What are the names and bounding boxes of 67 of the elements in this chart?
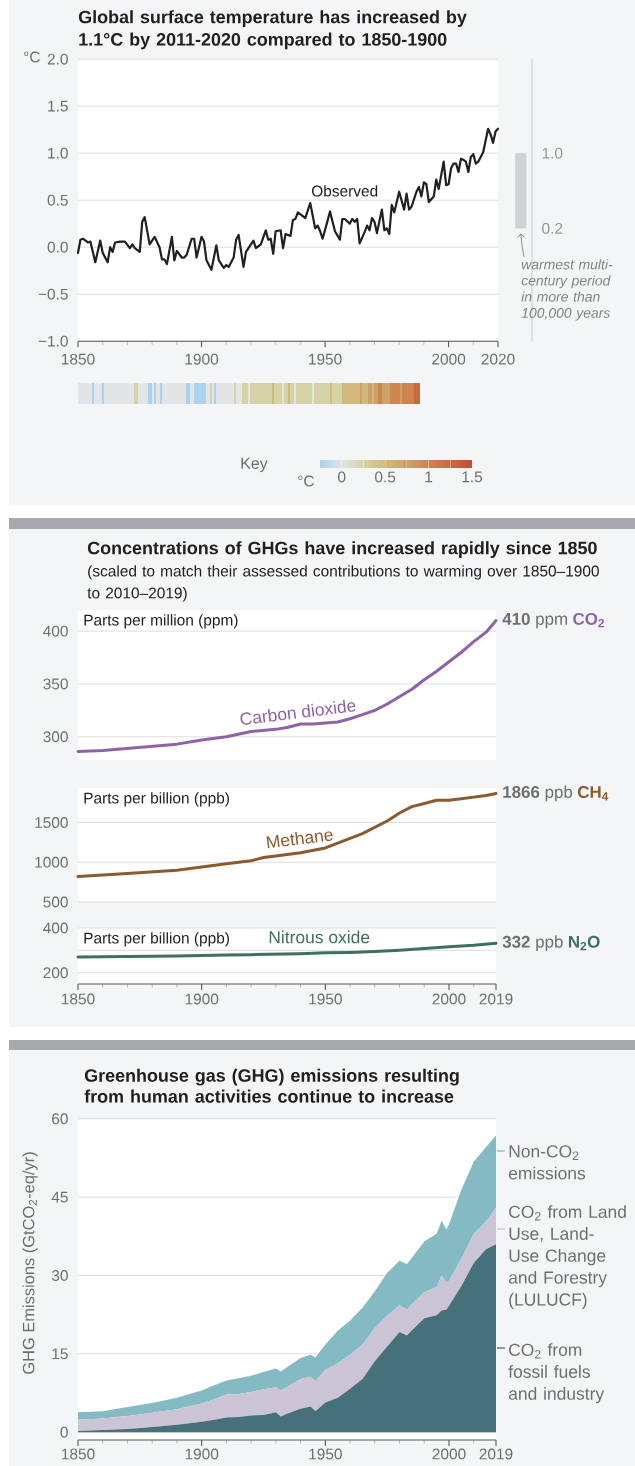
- x-tick-label: 1850: [61, 353, 95, 365]
- x-tick-label: 1850: [62, 993, 95, 1005]
- y-tick-label: 300: [43, 731, 68, 743]
- y-axis-title: Parts per million (ppm): [84, 614, 238, 629]
- text: N$_{2}$O: [568, 935, 600, 951]
- x-tick-label: 2000: [432, 1448, 466, 1460]
- y-tick-label: 2.0: [47, 53, 68, 65]
- series-label: Nitrous oxide: [269, 930, 370, 944]
- text: Carbon dioxide: [240, 699, 356, 725]
- y-tick-label: 1500: [35, 817, 68, 829]
- text: CO$_{2}$: [573, 612, 605, 628]
- x-tick-label: 1850: [61, 1448, 95, 1460]
- series-label: Observed: [311, 185, 378, 197]
- x-tick-label: 1900: [185, 353, 219, 365]
- y-tick-label: 1000: [35, 856, 68, 868]
- y-axis-title: GHG Emissions (GtCO$_{2}$-eq/yr): [22, 1152, 38, 1374]
- line-series: [76, 127, 500, 271]
- x-tick-label: 2000: [432, 353, 466, 365]
- y-tick-label: 500: [43, 896, 68, 908]
- data-label: 410 ppm: [502, 612, 567, 629]
- annotation: warmest multi-century period in more than 100,000 years: [521, 259, 613, 321]
- data-label: 1866 ppb: [503, 785, 573, 802]
- y-tick-label: 60: [52, 1113, 68, 1125]
- color-bar-label: 1: [425, 471, 433, 483]
- data-label: 332 ppb: [502, 935, 563, 952]
- y-tick-label: 350: [43, 678, 68, 690]
- x-tick-label: 2019: [479, 1448, 513, 1460]
- y-axis-title: Parts per billion (ppb): [84, 932, 229, 947]
- y-axis-title: Parts per billion (ppb): [84, 792, 229, 807]
- chart-title: Global surface temperature has increased by 1.1°C by 2011-2020 compared to 1850-1900: [78, 10, 467, 50]
- legend-title: Key: [241, 457, 268, 473]
- y-tick-label: 0.5: [47, 194, 68, 206]
- text: Methane: [266, 831, 333, 849]
- y-tick-label: 30: [51, 1270, 68, 1281]
- text: CH$_{4}$: [577, 786, 609, 801]
- x-tick-label: 1900: [185, 993, 219, 1005]
- y-tick-label: 15: [52, 1348, 68, 1360]
- y-tick-label: 0: [60, 1426, 68, 1438]
- x-tick-label: 2019: [479, 993, 513, 1005]
- x-tick-label: 1900: [185, 1448, 219, 1460]
- y-tick-label: 0.0: [47, 241, 68, 253]
- y-tick-label: −1.0: [38, 335, 68, 347]
- y-tick-label: 400: [43, 922, 68, 934]
- x-tick-label: 1950: [309, 993, 342, 1005]
- y-tick-label: 1.5: [48, 100, 68, 112]
- y-tick-label: 1.0: [542, 147, 563, 159]
- color-bar-label: 0: [338, 471, 346, 483]
- y-tick-label: −0.5: [38, 288, 68, 300]
- x-tick-label: 1950: [309, 353, 342, 365]
- x-tick-label: 2000: [432, 993, 466, 1005]
- chart-subtitle: (scaled to match their assessed contributions to warming over 1850–1900 to 2010–2019): [87, 565, 599, 602]
- chart-title: Concentrations of GHGs have increased rapidly since 1850: [87, 541, 597, 558]
- y-tick-label: 200: [43, 967, 68, 979]
- y-axis-title: °C: [24, 51, 40, 63]
- series-label: CO$_{2}$ from Land Use, Land-Use Change and Forestry (LULUCF): [508, 1205, 626, 1310]
- color-bar-label: 0.5: [375, 471, 396, 483]
- x-tick-label: 1950: [309, 1448, 342, 1460]
- y-tick-label: 1.0: [48, 147, 68, 159]
- color-bar-title: °C: [298, 475, 314, 487]
- chart-title: Greenhouse gas (GHG) emissions resulting from human activities continue to increase: [84, 1068, 459, 1103]
- x-tick-label: 2020: [481, 353, 515, 365]
- legend-label: Non-CO$_{2}$ emissions: [508, 1145, 586, 1180]
- color-bar-label: 1.5: [462, 471, 483, 483]
- y-tick-label: 400: [43, 625, 68, 637]
- y-tick-label: 0.2: [542, 222, 563, 234]
- legend-label: CO$_{2}$ from fossil fuels and industry: [508, 1343, 605, 1404]
- y-tick-label: 45: [51, 1191, 68, 1203]
